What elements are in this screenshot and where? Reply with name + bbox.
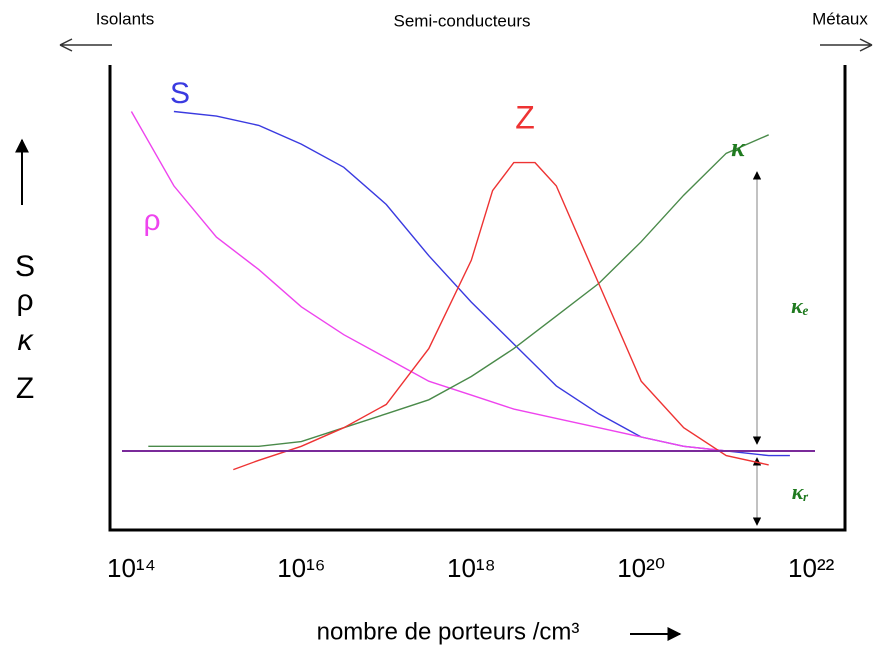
y-label: ρ (16, 284, 33, 317)
x-tick-label: 10¹⁶ (277, 553, 325, 583)
series-label: Z (515, 99, 535, 135)
x-label: nombre de porteurs /cm³ (317, 618, 580, 645)
region-label: Isolants (96, 9, 155, 28)
series-line (233, 161, 769, 471)
series-label: κ (731, 133, 746, 162)
series-line (173, 110, 790, 457)
x-tick-label: 10¹⁴ (107, 553, 156, 583)
x-tick-label: 10¹⁸ (447, 553, 496, 583)
y-label: κ (18, 324, 35, 357)
series-label: ρ (143, 204, 160, 237)
annotation: κₑ (791, 293, 809, 318)
x-tick-label: 10²² (788, 553, 835, 583)
y-label: S (15, 250, 35, 283)
annotation: κᵣ (792, 479, 809, 504)
y-label: Z (16, 372, 34, 405)
series-line (148, 134, 769, 447)
region-label: Semi-conducteurs (393, 11, 530, 30)
arrow-right (820, 38, 873, 52)
series-line (130, 111, 769, 452)
x-tick-label: 10²⁰ (617, 553, 665, 583)
plot-frame (108, 65, 847, 532)
region-label: Métaux (812, 9, 868, 28)
series-label: S (170, 77, 190, 110)
arrow-left (59, 38, 112, 52)
